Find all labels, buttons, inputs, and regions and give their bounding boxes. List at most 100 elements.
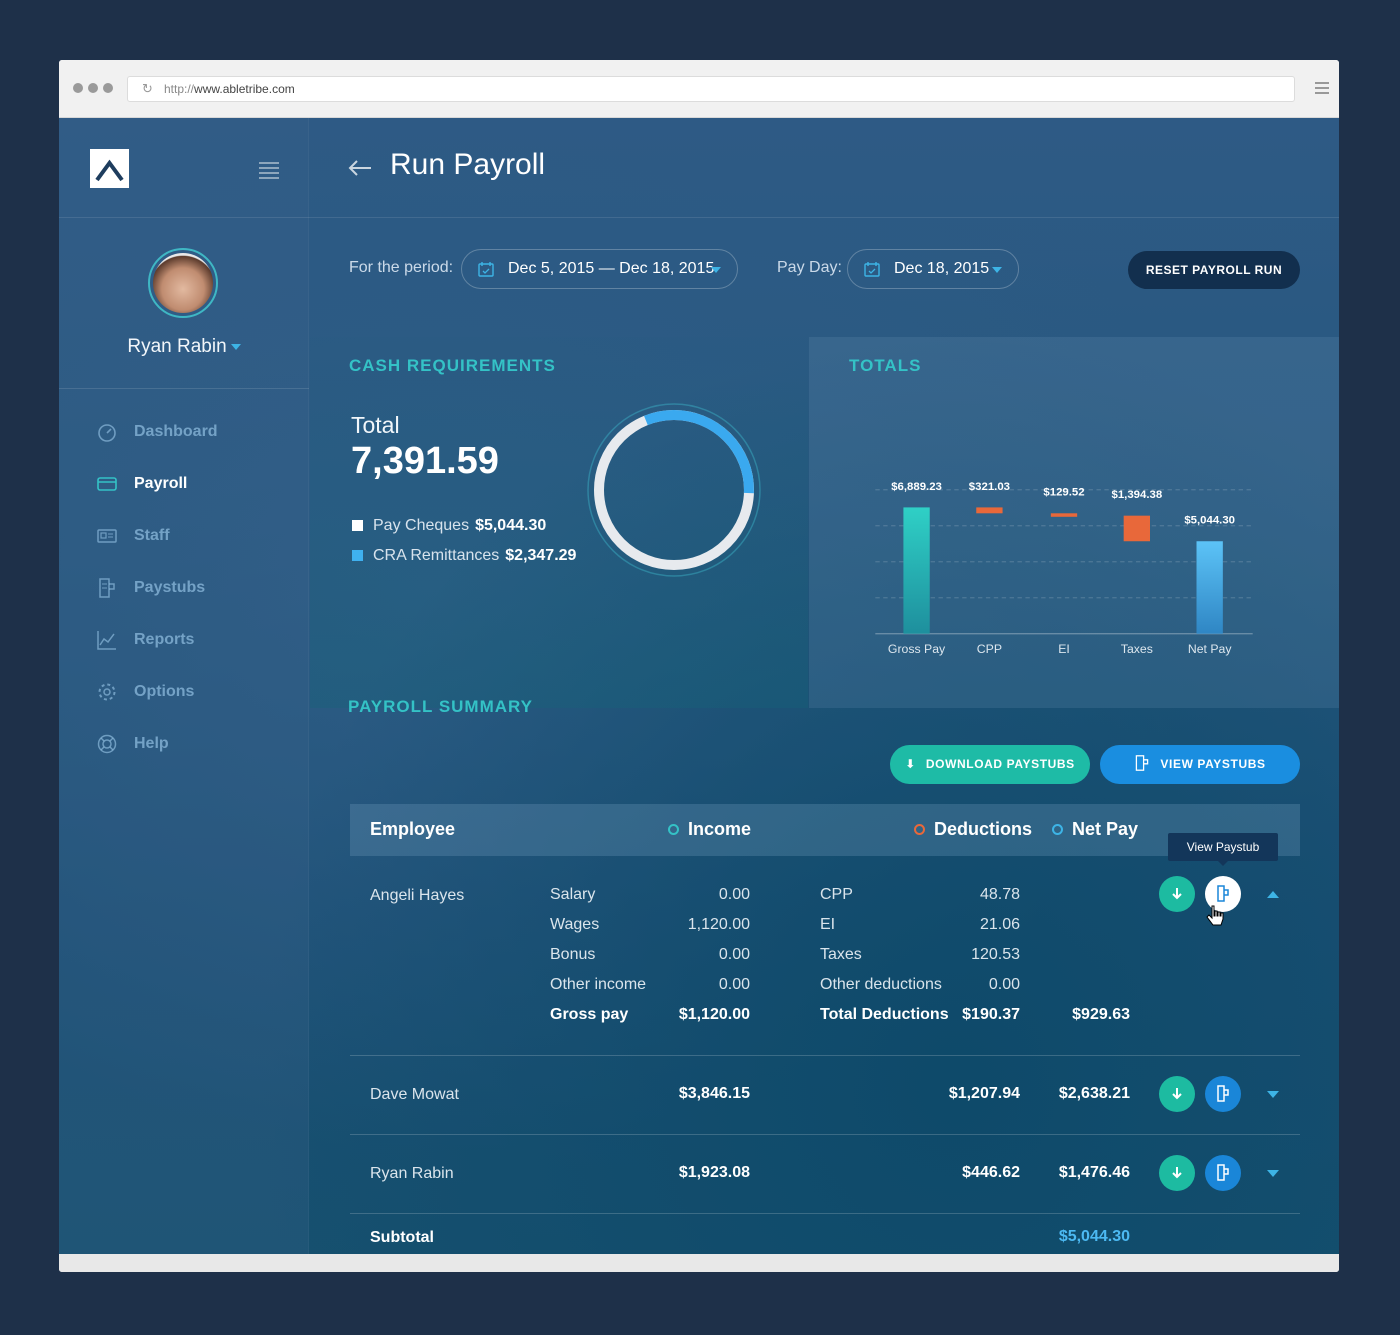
header-divider xyxy=(59,217,1339,218)
calendar-icon xyxy=(478,262,494,277)
income-value: 0.00 xyxy=(718,946,750,963)
tick-label: CPP xyxy=(977,642,1002,656)
paystub-icon xyxy=(1217,885,1229,902)
sidebar-item-label: Reports xyxy=(134,631,195,648)
totals-bar-chart: $6,889.23 Gross Pay $321.03 CPP $129.52 EI $1,… xyxy=(875,481,1253,656)
paystub-icon xyxy=(1217,1085,1229,1102)
collapse-row-icon[interactable] xyxy=(1267,891,1279,898)
chevron-down-icon xyxy=(992,267,1002,273)
view-paystub-button[interactable] xyxy=(1205,1076,1241,1112)
employee-name: Dave Mowat xyxy=(370,1086,459,1103)
data-label: $5,044.30 xyxy=(1184,515,1235,527)
col-income[interactable]: Income xyxy=(668,819,751,840)
browser-toolbar: ↻ http://www.abletribe.com xyxy=(59,60,1339,118)
download-icon xyxy=(1172,1088,1182,1100)
income-label: Other income xyxy=(550,976,647,993)
window-controls[interactable] xyxy=(73,83,113,93)
download-paystub-button[interactable] xyxy=(1159,1155,1195,1191)
view-paystub-tooltip: View Paystub xyxy=(1168,833,1278,866)
table-header: Employee Income Deductions Net Pay xyxy=(350,804,1300,856)
pointer-cursor-icon xyxy=(1206,905,1224,926)
total-deductions-value: $190.37 xyxy=(962,1006,1020,1023)
paystub-icon xyxy=(1136,755,1149,771)
cash-requirements-title: CASH REQUIREMENTS xyxy=(349,356,556,375)
data-label: $321.03 xyxy=(969,481,1010,493)
data-label: $129.52 xyxy=(1043,487,1084,499)
deduction-value: 120.53 xyxy=(971,946,1020,963)
address-bar[interactable]: ↻ http://www.abletribe.com xyxy=(127,76,1295,102)
sidebar-item-options[interactable]: Options xyxy=(59,678,309,730)
expand-row-icon[interactable] xyxy=(1267,1091,1279,1098)
back-arrow-icon[interactable] xyxy=(347,158,373,178)
url-host: www.abletribe.com xyxy=(194,82,295,96)
chart-line-icon xyxy=(97,631,116,650)
chevron-down-icon xyxy=(230,343,241,350)
paystub-icon xyxy=(1217,1164,1229,1181)
browser-menu-icon[interactable] xyxy=(1315,82,1329,97)
download-paystub-button[interactable] xyxy=(1159,876,1195,912)
sidebar: Ryan Rabin Dashboard Payroll Staff Pays xyxy=(59,118,309,1254)
abletribe-logo[interactable] xyxy=(90,149,129,188)
period-dropdown[interactable]: Dec 5, 2015 — Dec 18, 2015 xyxy=(461,249,738,289)
download-paystubs-button[interactable]: ⬇ DOWNLOAD PAYSTUBS xyxy=(890,745,1090,784)
avatar[interactable] xyxy=(148,248,218,318)
col-employee[interactable]: Employee xyxy=(370,819,456,839)
sidebar-item-reports[interactable]: Reports xyxy=(59,626,309,678)
user-menu[interactable]: Ryan Rabin xyxy=(59,336,309,358)
expand-row-icon[interactable] xyxy=(1267,1170,1279,1177)
reload-icon[interactable]: ↻ xyxy=(142,81,153,96)
payroll-summary-title: PAYROLL SUMMARY xyxy=(348,697,534,716)
sidebar-item-label: Paystubs xyxy=(134,579,206,596)
deduction-value: 0.00 xyxy=(988,976,1020,993)
col-netpay[interactable]: Net Pay xyxy=(1052,819,1138,840)
download-icon xyxy=(1172,1167,1182,1179)
sidebar-item-staff[interactable]: Staff xyxy=(59,522,309,574)
total-value: 7,391.59 xyxy=(351,440,499,482)
gear-icon xyxy=(98,683,116,701)
donut-cra-remittances xyxy=(594,410,754,570)
reset-payroll-button[interactable]: RESET PAYROLL RUN xyxy=(1128,251,1300,289)
tick-label: EI xyxy=(1058,642,1070,656)
income-ring-icon xyxy=(668,824,679,835)
menu-toggle-icon[interactable] xyxy=(259,162,279,182)
legend-swatch xyxy=(352,550,363,561)
deduction-label: Other deductions xyxy=(820,976,942,993)
net-pay-value: $929.63 xyxy=(1072,1006,1130,1023)
divider xyxy=(59,388,309,389)
period-label: For the period: xyxy=(349,259,454,276)
income-value: 1,120.00 xyxy=(687,916,750,933)
row-divider xyxy=(350,1213,1300,1214)
data-label: $1,394.38 xyxy=(1111,489,1162,501)
download-paystub-button[interactable] xyxy=(1159,1076,1195,1112)
deduction-label: EI xyxy=(820,916,836,933)
view-paystub-button[interactable] xyxy=(1205,876,1241,912)
net-pay-value: $1,476.46 xyxy=(1058,1164,1130,1181)
sidebar-item-payroll[interactable]: Payroll xyxy=(59,470,309,522)
deduction-value: 48.78 xyxy=(979,886,1020,903)
col-deductions[interactable]: Deductions xyxy=(914,819,1032,840)
deductions-total: $446.62 xyxy=(962,1164,1020,1181)
sidebar-item-dashboard[interactable]: Dashboard xyxy=(59,418,309,470)
sidebar-item-paystubs[interactable]: Paystubs xyxy=(59,574,309,626)
view-paystubs-label: VIEW PAYSTUBS xyxy=(1160,757,1266,771)
subtotal-value: $5,044.30 xyxy=(1058,1228,1130,1245)
url-prefix: http:// xyxy=(164,82,195,96)
cash-requirements-panel xyxy=(310,337,808,708)
cash-donut-chart xyxy=(587,403,761,577)
view-paystub-button[interactable] xyxy=(1205,1155,1241,1191)
download-paystubs-label: DOWNLOAD PAYSTUBS xyxy=(925,757,1075,771)
bar-cpp xyxy=(976,507,1003,514)
sidebar-item-label: Options xyxy=(134,683,195,700)
gross-pay-label: Gross pay xyxy=(550,1006,629,1023)
gross-pay-value: $1,120.00 xyxy=(678,1006,750,1023)
payday-dropdown[interactable]: Dec 18, 2015 xyxy=(847,249,1019,289)
deduction-label: Taxes xyxy=(820,946,862,963)
legend-pay-cheques: Pay Cheques $5,044.30 xyxy=(352,517,546,535)
col-income-label: Income xyxy=(688,819,752,839)
income-label: Salary xyxy=(550,886,596,903)
view-paystubs-button[interactable]: VIEW PAYSTUBS xyxy=(1100,745,1300,784)
net-pay-value: $2,638.21 xyxy=(1058,1085,1130,1102)
speedometer-icon xyxy=(98,424,116,442)
total-label: Total xyxy=(351,412,400,438)
sidebar-item-help[interactable]: Help xyxy=(59,730,309,782)
